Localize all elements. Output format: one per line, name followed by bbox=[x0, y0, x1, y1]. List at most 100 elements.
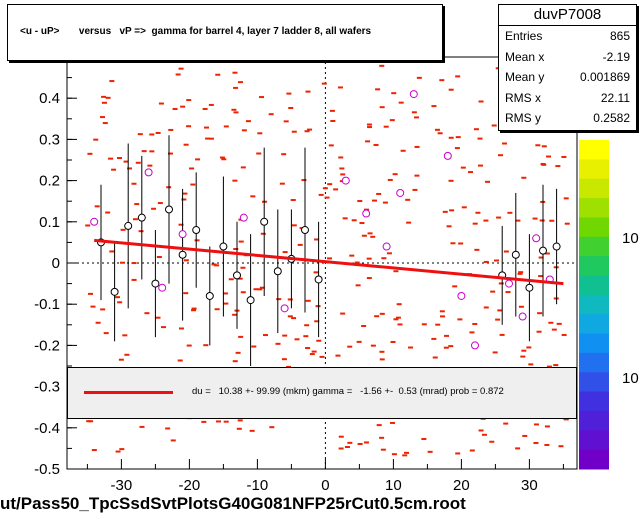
data-point bbox=[194, 239, 200, 242]
data-point bbox=[347, 345, 353, 348]
data-point bbox=[94, 205, 100, 208]
data-point bbox=[483, 260, 489, 263]
palette-cell bbox=[579, 256, 609, 276]
data-point bbox=[468, 171, 474, 174]
data-point bbox=[134, 203, 140, 206]
data-point bbox=[191, 307, 197, 310]
data-point bbox=[414, 174, 420, 177]
data-point bbox=[477, 164, 483, 167]
data-point bbox=[251, 345, 257, 348]
data-point bbox=[544, 443, 550, 446]
data-point bbox=[533, 423, 539, 426]
profile-point bbox=[552, 242, 561, 251]
data-point bbox=[496, 216, 502, 219]
data-point bbox=[421, 438, 427, 441]
data-point bbox=[170, 439, 176, 442]
data-point bbox=[167, 152, 173, 155]
data-point bbox=[390, 340, 396, 343]
data-point bbox=[505, 291, 511, 294]
palette-cell bbox=[579, 391, 609, 412]
data-point bbox=[489, 440, 495, 443]
data-point bbox=[370, 344, 376, 347]
data-point bbox=[349, 254, 355, 257]
data-point bbox=[356, 340, 362, 343]
data-point bbox=[87, 152, 93, 155]
data-point bbox=[520, 355, 526, 358]
profile-point bbox=[273, 267, 282, 276]
data-point bbox=[477, 137, 483, 140]
stats-value: 865 bbox=[609, 29, 630, 43]
data-point bbox=[379, 350, 385, 353]
data-point bbox=[371, 199, 377, 202]
data-point bbox=[286, 365, 292, 368]
data-point bbox=[376, 192, 382, 195]
data-point bbox=[355, 284, 361, 287]
profile-point bbox=[260, 217, 269, 226]
profile-point-magenta bbox=[239, 213, 248, 222]
data-point bbox=[381, 257, 387, 260]
data-point bbox=[309, 353, 315, 356]
data-point bbox=[186, 344, 192, 347]
data-point bbox=[117, 301, 123, 304]
data-point bbox=[238, 335, 244, 338]
data-point bbox=[454, 147, 460, 150]
data-point bbox=[237, 419, 243, 422]
data-point bbox=[366, 257, 372, 260]
data-point bbox=[233, 86, 239, 89]
data-point bbox=[223, 125, 229, 128]
data-point bbox=[282, 334, 288, 337]
data-point bbox=[102, 122, 108, 125]
data-point bbox=[408, 346, 414, 349]
data-point bbox=[373, 143, 379, 146]
data-point bbox=[347, 441, 353, 444]
data-point bbox=[528, 363, 534, 366]
data-point bbox=[305, 299, 311, 302]
data-point bbox=[448, 136, 454, 139]
y-tick-label: 0.1 bbox=[39, 214, 60, 231]
data-point bbox=[315, 305, 321, 308]
data-point bbox=[115, 450, 121, 453]
stats-label: RMS y bbox=[505, 111, 541, 125]
data-point bbox=[236, 427, 242, 430]
data-point bbox=[365, 140, 371, 143]
data-point bbox=[379, 312, 385, 315]
data-point bbox=[297, 243, 303, 246]
data-point bbox=[235, 351, 241, 354]
data-point bbox=[95, 321, 101, 324]
fit-legend-line bbox=[84, 391, 173, 394]
data-point bbox=[363, 441, 369, 444]
profile-point bbox=[314, 275, 323, 284]
data-point bbox=[119, 448, 125, 451]
data-point bbox=[392, 173, 398, 176]
data-point bbox=[93, 138, 99, 141]
data-point bbox=[101, 101, 107, 104]
data-point bbox=[457, 318, 463, 321]
data-point bbox=[444, 334, 450, 337]
data-point bbox=[389, 119, 395, 122]
x-tick-label: -20 bbox=[179, 477, 201, 494]
data-point bbox=[256, 152, 262, 155]
data-point bbox=[91, 449, 97, 452]
data-point bbox=[395, 316, 401, 319]
data-point bbox=[359, 222, 365, 225]
data-point bbox=[379, 358, 385, 361]
data-point bbox=[455, 75, 461, 78]
data-point bbox=[240, 266, 246, 269]
data-point bbox=[183, 259, 189, 262]
data-point bbox=[215, 73, 221, 76]
data-point bbox=[322, 187, 328, 190]
data-point bbox=[223, 302, 229, 305]
data-point bbox=[551, 328, 557, 331]
data-point bbox=[316, 339, 322, 342]
data-point bbox=[232, 71, 238, 74]
data-point bbox=[158, 102, 164, 105]
x-tick-label: -30 bbox=[111, 477, 133, 494]
data-point bbox=[413, 116, 419, 119]
profile-point-magenta bbox=[409, 90, 418, 99]
data-point bbox=[257, 132, 263, 135]
data-point bbox=[533, 441, 539, 444]
data-point bbox=[115, 296, 121, 299]
data-point bbox=[228, 278, 234, 281]
data-point bbox=[137, 133, 143, 136]
data-point bbox=[412, 188, 418, 191]
